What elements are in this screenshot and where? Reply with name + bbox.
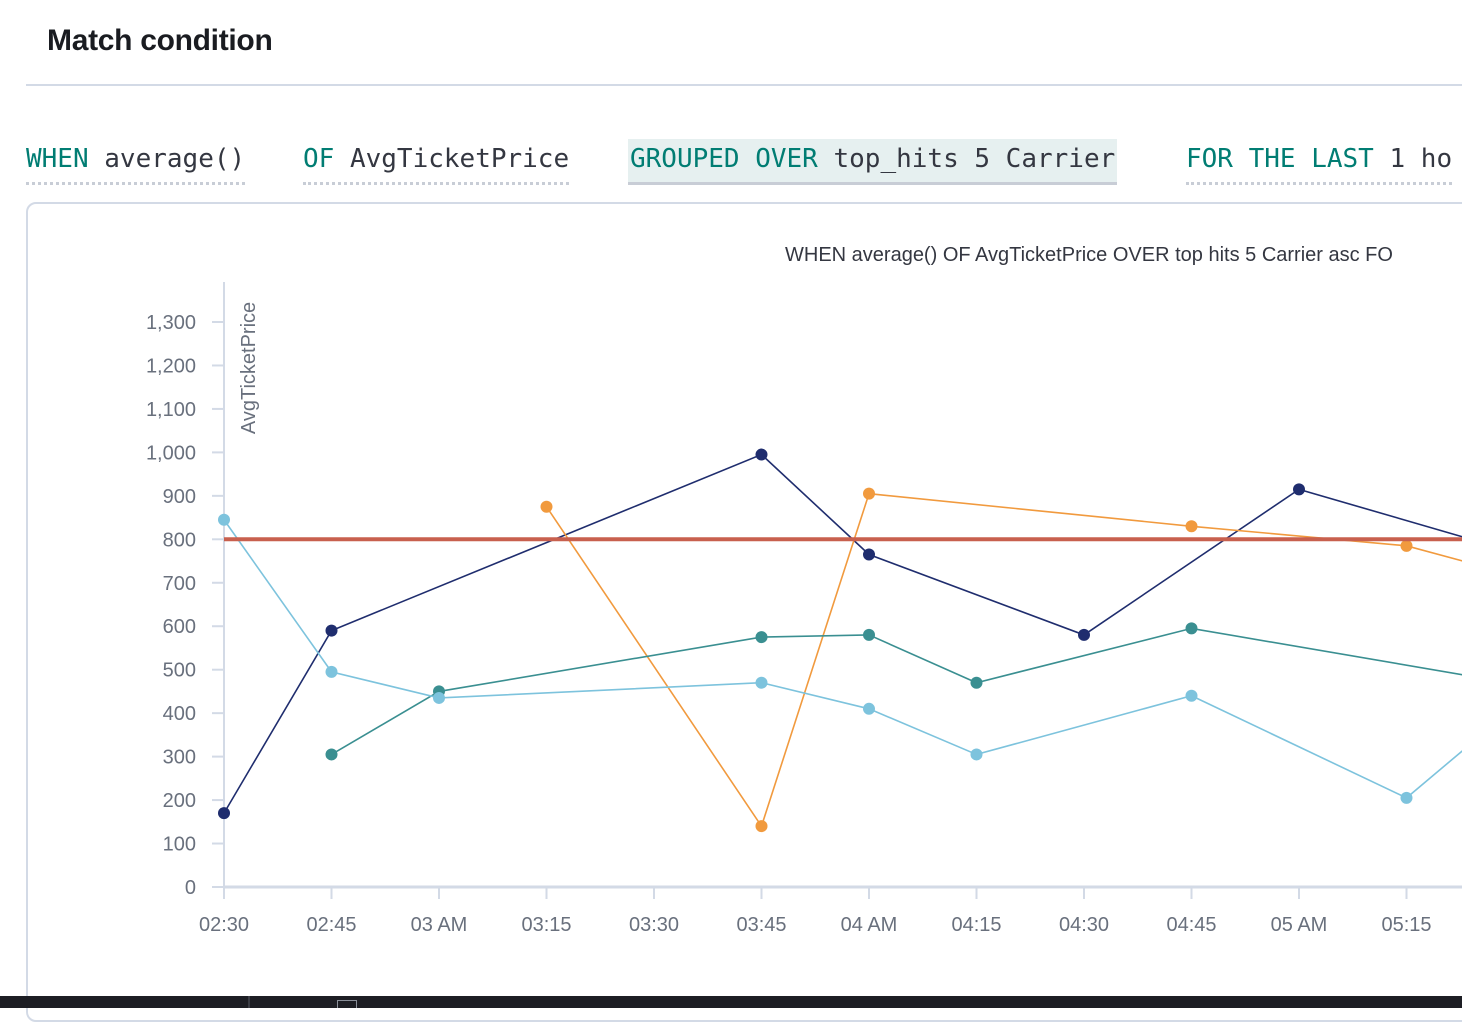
x-tick-label: 04 AM — [841, 914, 898, 936]
y-tick-label: 600 — [163, 616, 196, 638]
x-tick-label: 03:45 — [736, 914, 786, 936]
data-point-teal — [1186, 622, 1198, 634]
y-tick-label: 800 — [163, 529, 196, 551]
y-tick-label: 400 — [163, 703, 196, 725]
data-point-navy — [218, 807, 230, 819]
panel-icon[interactable] — [337, 1000, 357, 1008]
y-tick-label: 1,000 — [146, 442, 196, 464]
y-tick-label: 900 — [163, 486, 196, 508]
x-tick-label: 05 AM — [1271, 914, 1328, 936]
data-point-lightblue — [433, 692, 445, 704]
data-point-lightblue — [863, 703, 875, 715]
data-point-teal — [971, 677, 983, 689]
data-point-teal — [326, 748, 338, 760]
data-point-teal — [863, 629, 875, 641]
y-tick-label: 200 — [163, 790, 196, 812]
y-tick-label: 300 — [163, 747, 196, 769]
data-point-navy — [756, 449, 768, 461]
y-tick-label: 500 — [163, 660, 196, 682]
bottom-bar — [0, 996, 1462, 1008]
series-line-teal — [332, 628, 1462, 754]
bottom-bar-separator — [248, 996, 250, 1008]
y-tick-label: 1,100 — [146, 399, 196, 421]
x-tick-label: 03 AM — [411, 914, 468, 936]
data-point-navy — [863, 549, 875, 561]
data-point-orange — [1186, 520, 1198, 532]
data-point-lightblue — [218, 514, 230, 526]
x-tick-label: 04:45 — [1166, 914, 1216, 936]
x-tick-label: 02:30 — [199, 914, 249, 936]
series-line-navy — [224, 455, 1462, 814]
x-tick-label: 05:15 — [1381, 914, 1431, 936]
data-point-navy — [1078, 629, 1090, 641]
data-point-orange — [541, 501, 553, 513]
y-tick-label: 100 — [163, 834, 196, 856]
y-tick-label: 1,300 — [146, 312, 196, 334]
series-line-lightblue — [224, 520, 1462, 798]
y-tick-label: 1,200 — [146, 355, 196, 377]
y-tick-label: 0 — [185, 877, 196, 899]
y-axis-label: AvgTicketPrice — [238, 302, 260, 434]
data-point-orange — [756, 820, 768, 832]
x-tick-label: 04:15 — [951, 914, 1001, 936]
x-tick-label: 03:30 — [629, 914, 679, 936]
y-tick-label: 700 — [163, 573, 196, 595]
data-point-lightblue — [1186, 690, 1198, 702]
data-point-navy — [326, 625, 338, 637]
series-line-orange — [547, 494, 1462, 826]
data-point-lightblue — [326, 666, 338, 678]
data-point-lightblue — [971, 748, 983, 760]
x-tick-label: 02:45 — [306, 914, 356, 936]
x-tick-label: 03:15 — [521, 914, 571, 936]
data-point-orange — [863, 488, 875, 500]
data-point-teal — [756, 631, 768, 643]
x-tick-label: 04:30 — [1059, 914, 1109, 936]
data-point-lightblue — [756, 677, 768, 689]
data-point-orange — [1401, 540, 1413, 552]
data-point-lightblue — [1401, 792, 1413, 804]
data-point-navy — [1293, 483, 1305, 495]
